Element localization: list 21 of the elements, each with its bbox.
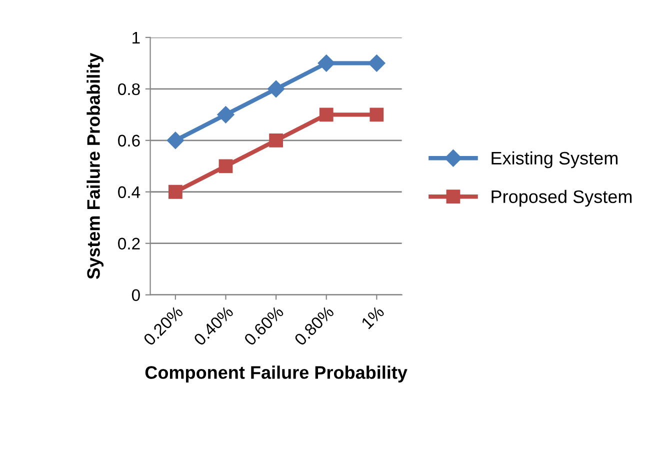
point bbox=[218, 159, 233, 174]
legend-label: Existing System bbox=[492, 151, 618, 168]
legend-label: Proposed System bbox=[492, 190, 632, 207]
y-tick-label: 0.8 bbox=[118, 83, 140, 96]
point bbox=[217, 106, 234, 124]
x-axis-title: Component Failure Probability bbox=[145, 366, 408, 382]
y-tick-label: 0.2 bbox=[118, 238, 140, 250]
point bbox=[268, 80, 285, 98]
point bbox=[269, 133, 284, 148]
point bbox=[368, 54, 386, 72]
y-tick-label: 0 bbox=[132, 289, 140, 302]
point bbox=[166, 132, 184, 149]
y-tick-label: 0.4 bbox=[118, 186, 140, 198]
x-tick-label: 1% bbox=[360, 305, 385, 330]
point bbox=[370, 108, 384, 122]
point bbox=[168, 184, 182, 199]
point bbox=[318, 54, 335, 72]
point bbox=[319, 108, 334, 122]
y-tick-label: 0.6 bbox=[118, 134, 140, 147]
y-axis-title: System Failure Probability bbox=[86, 52, 104, 279]
y-tick-label: 1 bbox=[132, 32, 140, 44]
